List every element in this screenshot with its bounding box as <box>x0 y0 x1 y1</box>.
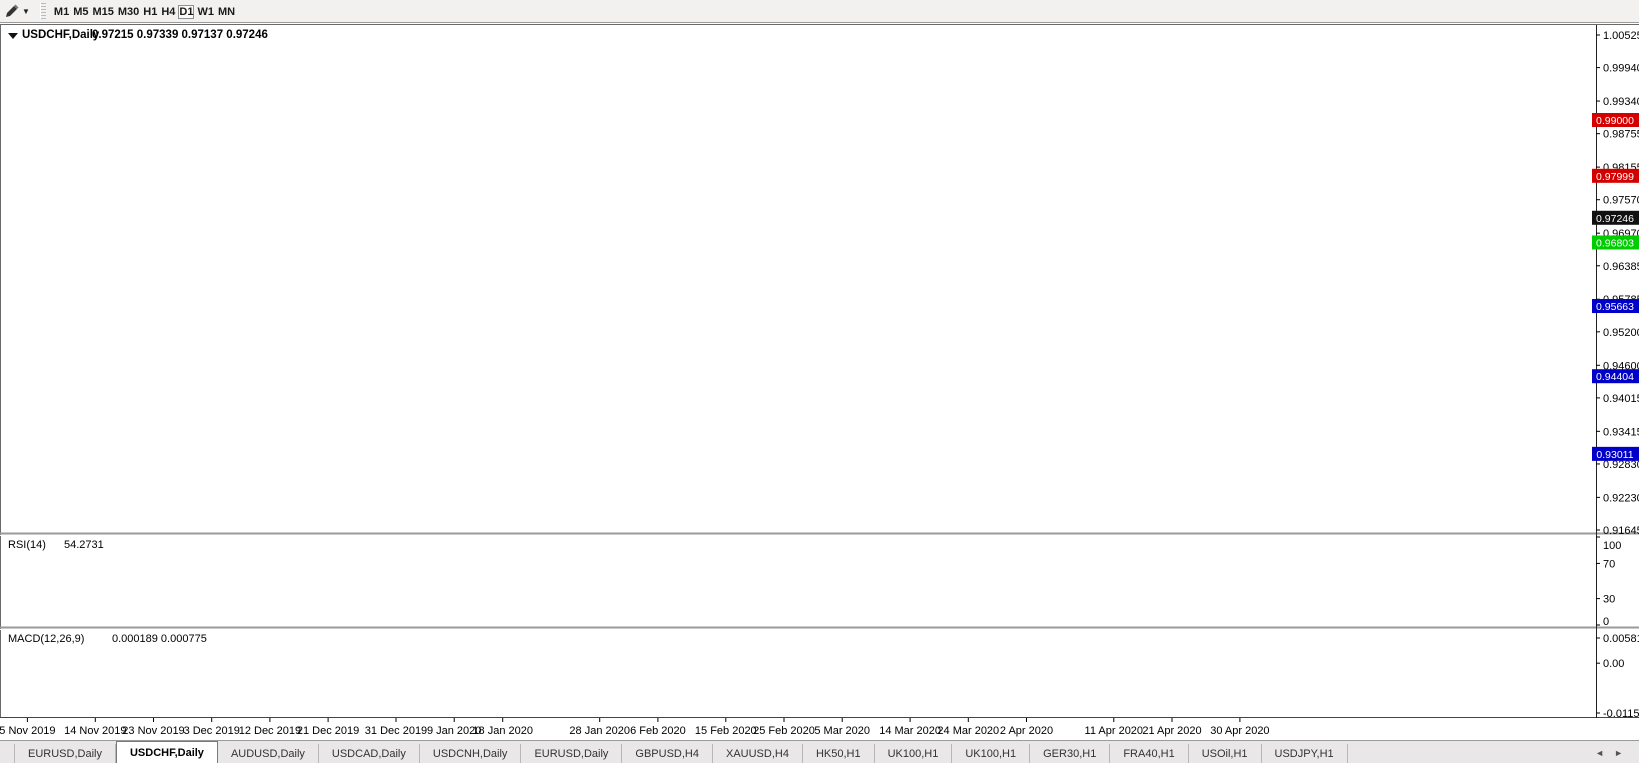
price-tick: 0.95200 <box>1603 327 1639 339</box>
date-tick: 25 Feb 2020 <box>753 725 815 737</box>
level-badge-0.93011[interactable] <box>1592 446 1639 461</box>
chart-menu-caret-icon[interactable] <box>8 33 18 39</box>
axes-layer: 1.005250.999400.993400.987550.981550.975… <box>0 24 1639 737</box>
chart-tab-10-uk100[interactable]: UK100,H1 <box>952 744 1031 763</box>
timeframe-button-m30[interactable]: M30 <box>117 5 140 18</box>
rsi-tick: 0 <box>1603 616 1609 628</box>
tab-scroll-arrows[interactable]: ◄► <box>1595 748 1633 758</box>
macd-label: MACD(12,26,9) <box>8 633 84 645</box>
chart-tab-11-ger30[interactable]: GER30,H1 <box>1030 744 1111 763</box>
level-badge-0.96803[interactable] <box>1592 235 1639 250</box>
svg-text:0.93011: 0.93011 <box>1596 449 1633 461</box>
chart-tab-2-audusd[interactable]: AUDUSD,Daily <box>218 744 319 763</box>
date-tick: 28 Jan 2020 <box>569 725 630 737</box>
chart-tab-4-usdcnh[interactable]: USDCNH,Daily <box>420 744 522 763</box>
price-tick: 0.97570 <box>1603 195 1639 207</box>
price-tick: 0.99940 <box>1603 63 1639 75</box>
chart-tab-12-fra40[interactable]: FRA40,H1 <box>1110 744 1189 763</box>
chart-tab-9-uk100[interactable]: UK100,H1 <box>875 744 953 763</box>
timeframe-toolbar: ▼ M1 M5 M15 M30 H1 H4 D1 W1 MN <box>0 0 1639 23</box>
chart-tab-14-usdjpy[interactable]: USDJPY,H1 <box>1262 744 1348 763</box>
price-tick: 0.99340 <box>1603 96 1639 108</box>
scroll-right-icon[interactable]: ► <box>1614 748 1633 758</box>
date-tick: 12 Dec 2019 <box>239 725 301 737</box>
macd-values: 0.000189 0.000775 <box>112 633 207 645</box>
timeframe-button-m15[interactable]: M15 <box>92 5 114 18</box>
level-badge-0.94404[interactable] <box>1592 369 1639 384</box>
date-tick: 5 Mar 2020 <box>814 725 870 737</box>
tabbar-spacer <box>0 744 15 763</box>
rsi-value: 54.2731 <box>64 539 104 551</box>
price-tick: 0.91645 <box>1603 525 1639 537</box>
date-tick: 21 Dec 2019 <box>297 725 359 737</box>
price-tick: 0.98755 <box>1603 129 1639 141</box>
svg-text:0.97999: 0.97999 <box>1596 171 1634 183</box>
rsi-tick: 100 <box>1603 540 1621 552</box>
chart-tab-1-usdchf[interactable]: USDCHF,Daily <box>115 741 218 763</box>
chart-tab-6-gbpusd[interactable]: GBPUSD,H4 <box>622 744 713 763</box>
date-tick: 6 Feb 2020 <box>630 725 686 737</box>
cursor-tool-icon[interactable] <box>2 2 22 20</box>
timeframe-button-d1[interactable]: D1 <box>178 4 195 19</box>
date-tick: 9 Jan 2020 <box>427 725 481 737</box>
current-price-badge[interactable] <box>1592 210 1639 225</box>
chart-tab-8-hk50[interactable]: HK50,H1 <box>803 744 875 763</box>
date-tick: 21 Apr 2020 <box>1142 725 1201 737</box>
timeframe-button-m1[interactable]: M1 <box>53 5 70 18</box>
date-tick: 31 Dec 2019 <box>365 725 427 737</box>
timeframe-button-mn[interactable]: MN <box>217 5 236 18</box>
macd-tick: -0.011514 <box>1603 708 1639 720</box>
macd-tick: 0.00 <box>1603 658 1624 670</box>
price-tick: 0.94015 <box>1603 393 1639 405</box>
date-tick: 30 Apr 2020 <box>1210 725 1269 737</box>
chart-tab-7-xauusd[interactable]: XAUUSD,H4 <box>713 744 803 763</box>
price-tick: 0.92830 <box>1603 459 1639 471</box>
level-badge-0.95663[interactable] <box>1592 299 1639 314</box>
date-tick: 3 Dec 2019 <box>184 725 240 737</box>
chart-tab-0-eurusd[interactable]: EURUSD,Daily <box>15 744 116 763</box>
price-tick: 0.96385 <box>1603 261 1639 273</box>
svg-text:0.95663: 0.95663 <box>1596 301 1634 313</box>
date-tick: 15 Feb 2020 <box>695 725 757 737</box>
level-badge-0.99000[interactable] <box>1592 113 1639 128</box>
chart-tab-13-usoil[interactable]: USOil,H1 <box>1189 744 1262 763</box>
symbol-tabbar: EURUSD,Daily USDCHF,Daily AUDUSD,Daily USDC… <box>0 740 1639 763</box>
date-tick: 5 Nov 2019 <box>0 725 56 737</box>
scroll-left-icon[interactable]: ◄ <box>1595 748 1615 758</box>
level-badge-0.97999[interactable] <box>1592 168 1639 183</box>
rsi-label: RSI(14) <box>8 539 46 551</box>
date-tick: 14 Mar 2020 <box>879 725 941 737</box>
date-tick: 23 Nov 2019 <box>122 725 184 737</box>
chart-tab-3-usdcad[interactable]: USDCAD,Daily <box>319 744 420 763</box>
rsi-tick: 30 <box>1603 594 1615 606</box>
timeframe-buttons: M1 M5 M15 M30 H1 H4 D1 W1 MN <box>52 2 237 21</box>
svg-text:0.94404: 0.94404 <box>1596 371 1634 383</box>
timeframe-button-m5[interactable]: M5 <box>73 5 89 18</box>
date-tick: 24 Mar 2020 <box>937 725 999 737</box>
price-tick: 0.92230 <box>1603 492 1639 504</box>
toolbar-grip[interactable] <box>39 3 46 19</box>
price-tick: 0.93415 <box>1603 426 1639 438</box>
svg-text:0.96803: 0.96803 <box>1596 237 1634 249</box>
date-tick: 11 Apr 2020 <box>1085 725 1144 737</box>
date-tick: 14 Nov 2019 <box>64 725 126 737</box>
svg-text:0.99000: 0.99000 <box>1596 115 1634 127</box>
chart-tab-5-eurusd[interactable]: EURUSD,Daily <box>521 744 623 763</box>
timeframe-button-h4[interactable]: H4 <box>161 5 176 18</box>
chart-symbol-title: USDCHF,Daily <box>22 29 100 41</box>
tab-items: EURUSD,Daily USDCHF,Daily AUDUSD,Daily USDC… <box>15 741 1348 763</box>
chart-ohlc-values: 0.97215 0.97339 0.97137 0.97246 <box>92 29 268 41</box>
macd-tick: 0.005818 <box>1603 633 1639 645</box>
timeframe-button-h1[interactable]: H1 <box>143 5 158 18</box>
cursor-tool-caret[interactable]: ▼ <box>22 6 30 16</box>
date-tick: 2 Apr 2020 <box>1000 725 1053 737</box>
price-tick: 1.00525 <box>1603 30 1639 42</box>
date-tick: 18 Jan 2020 <box>472 725 533 737</box>
timeframe-button-w1[interactable]: W1 <box>197 5 214 18</box>
rsi-tick: 70 <box>1603 558 1615 570</box>
svg-text:0.97246: 0.97246 <box>1596 213 1634 225</box>
